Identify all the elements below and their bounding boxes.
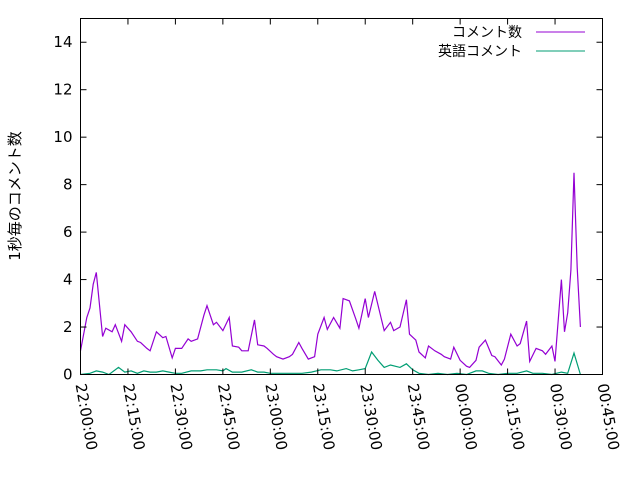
x-tick-label: 00:00:00	[451, 382, 480, 451]
y-axis: 0 2 4 6 8 10 12 14	[53, 33, 603, 384]
x-tick-label: 00:30:00	[546, 382, 575, 451]
x-tick-label: 23:45:00	[404, 382, 433, 451]
series-line	[80, 350, 581, 376]
y-tick-label: 8	[63, 176, 73, 194]
legend: コメント数 英語コメント	[438, 25, 585, 60]
x-tick-label: 23:15:00	[309, 382, 338, 451]
y-tick-label: 14	[53, 33, 72, 51]
y-tick-label: 10	[53, 128, 72, 146]
legend-label-comments: コメント数	[452, 25, 522, 41]
x-tick-label: 22:15:00	[119, 382, 148, 451]
x-tick-label: 00:15:00	[499, 382, 528, 451]
plot-border	[80, 18, 603, 375]
y-axis-label: 1秒毎のコメント数	[6, 131, 24, 261]
x-tick-label: 23:00:00	[261, 382, 290, 451]
y-tick-label: 0	[63, 366, 73, 384]
series-0	[79, 172, 581, 369]
legend-label-english: 英語コメント	[438, 43, 522, 60]
series-layer	[79, 172, 581, 376]
x-axis: 22:00:00 22:15:00 22:30:00 22:45:00 23:00:00…	[72, 18, 623, 452]
x-tick-label: 00:45:00	[594, 382, 623, 451]
y-tick-label: 4	[63, 271, 73, 289]
x-tick-label: 22:00:00	[72, 382, 101, 451]
x-tick-label: 23:30:00	[356, 382, 385, 451]
y-tick-label: 6	[63, 223, 73, 241]
y-tick-label: 12	[53, 81, 72, 99]
x-tick-label: 22:30:00	[166, 382, 195, 451]
y-tick-label: 2	[63, 318, 73, 336]
series-1	[80, 350, 581, 376]
x-tick-label: 22:45:00	[214, 382, 243, 451]
series-line	[79, 172, 581, 369]
